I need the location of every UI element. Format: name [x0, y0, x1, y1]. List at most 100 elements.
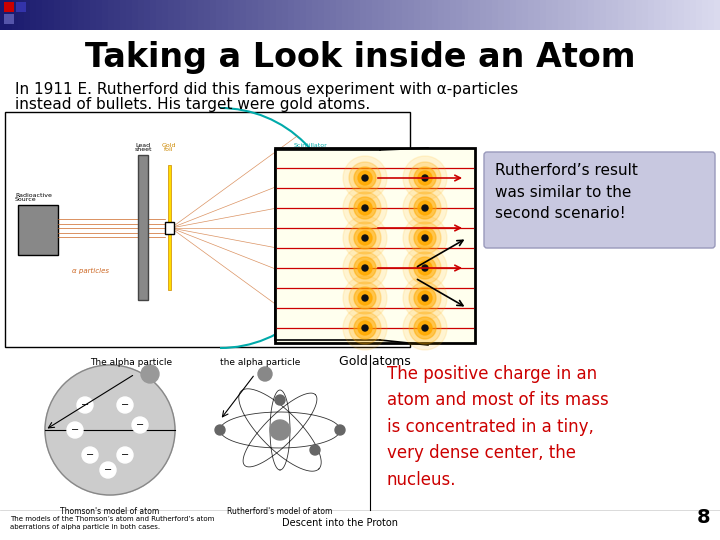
Circle shape	[354, 167, 376, 189]
Bar	[606, 0, 612, 30]
Text: 8: 8	[696, 508, 710, 527]
Circle shape	[403, 276, 447, 320]
Bar	[630, 0, 636, 30]
Bar	[6, 0, 12, 30]
Bar	[468, 0, 474, 30]
Bar	[510, 0, 516, 30]
Text: foil: foil	[164, 147, 174, 152]
Bar	[258, 0, 264, 30]
Bar	[324, 0, 330, 30]
Circle shape	[414, 197, 436, 219]
Text: −: −	[71, 425, 79, 435]
Circle shape	[141, 365, 159, 383]
Bar	[618, 0, 624, 30]
Circle shape	[349, 162, 381, 194]
Bar	[114, 0, 120, 30]
Bar	[444, 0, 450, 30]
Bar	[60, 0, 66, 30]
Bar	[432, 0, 438, 30]
Circle shape	[358, 321, 372, 335]
Circle shape	[349, 282, 381, 314]
Bar	[138, 155, 148, 300]
Bar	[108, 0, 114, 30]
Bar	[528, 0, 534, 30]
Circle shape	[358, 201, 372, 215]
Bar	[342, 0, 348, 30]
Bar	[102, 0, 108, 30]
Text: Taking a Look inside an Atom: Taking a Look inside an Atom	[85, 42, 635, 75]
Circle shape	[422, 175, 428, 181]
Circle shape	[358, 171, 372, 185]
Circle shape	[132, 417, 148, 433]
Bar	[300, 0, 306, 30]
Bar	[204, 0, 210, 30]
Bar	[165, 222, 174, 234]
Circle shape	[343, 186, 387, 230]
Bar	[186, 0, 192, 30]
Circle shape	[403, 246, 447, 290]
Circle shape	[422, 265, 428, 271]
Bar	[180, 0, 186, 30]
Bar	[648, 0, 654, 30]
Circle shape	[414, 167, 436, 189]
Bar	[594, 0, 600, 30]
Text: −: −	[136, 420, 144, 430]
Bar	[276, 0, 282, 30]
Bar	[282, 0, 288, 30]
Bar	[336, 0, 342, 30]
Bar	[78, 0, 84, 30]
Circle shape	[354, 227, 376, 249]
Circle shape	[358, 231, 372, 245]
Circle shape	[354, 317, 376, 339]
Circle shape	[362, 295, 368, 301]
Bar	[192, 0, 198, 30]
Bar	[30, 0, 36, 30]
Text: Scintillator: Scintillator	[293, 143, 327, 148]
Bar	[138, 0, 144, 30]
Bar	[162, 0, 168, 30]
Circle shape	[343, 276, 387, 320]
Circle shape	[403, 156, 447, 200]
Bar	[390, 0, 396, 30]
Bar	[558, 0, 564, 30]
Bar	[318, 0, 324, 30]
Bar	[570, 0, 576, 30]
Bar	[54, 0, 60, 30]
Circle shape	[354, 197, 376, 219]
Circle shape	[270, 420, 290, 440]
Circle shape	[422, 235, 428, 241]
Bar	[4, 2, 14, 12]
Circle shape	[349, 312, 381, 344]
Bar	[660, 0, 666, 30]
Circle shape	[275, 395, 285, 405]
Circle shape	[409, 162, 441, 194]
Bar	[18, 0, 24, 30]
Text: In 1911 E. Rutherford did this famous experiment with α-particles: In 1911 E. Rutherford did this famous ex…	[15, 82, 518, 97]
Bar	[96, 0, 102, 30]
Circle shape	[100, 462, 116, 478]
Bar	[132, 0, 138, 30]
Bar	[90, 0, 96, 30]
Circle shape	[45, 365, 175, 495]
Text: −: −	[81, 400, 89, 410]
Bar	[462, 0, 468, 30]
Circle shape	[418, 321, 432, 335]
Circle shape	[335, 425, 345, 435]
Bar	[504, 0, 510, 30]
Bar	[456, 0, 462, 30]
Circle shape	[418, 171, 432, 185]
Bar	[678, 0, 684, 30]
Circle shape	[349, 192, 381, 224]
Circle shape	[422, 325, 428, 331]
Circle shape	[414, 317, 436, 339]
Bar	[378, 0, 384, 30]
Circle shape	[418, 261, 432, 275]
Bar	[576, 0, 582, 30]
Circle shape	[414, 227, 436, 249]
Circle shape	[418, 231, 432, 245]
Bar	[498, 0, 504, 30]
Text: the alpha particle: the alpha particle	[220, 358, 300, 367]
Text: Radioactive: Radioactive	[15, 193, 52, 198]
Text: instead of bullets. His target were gold atoms.: instead of bullets. His target were gold…	[15, 97, 370, 112]
Circle shape	[67, 422, 83, 438]
